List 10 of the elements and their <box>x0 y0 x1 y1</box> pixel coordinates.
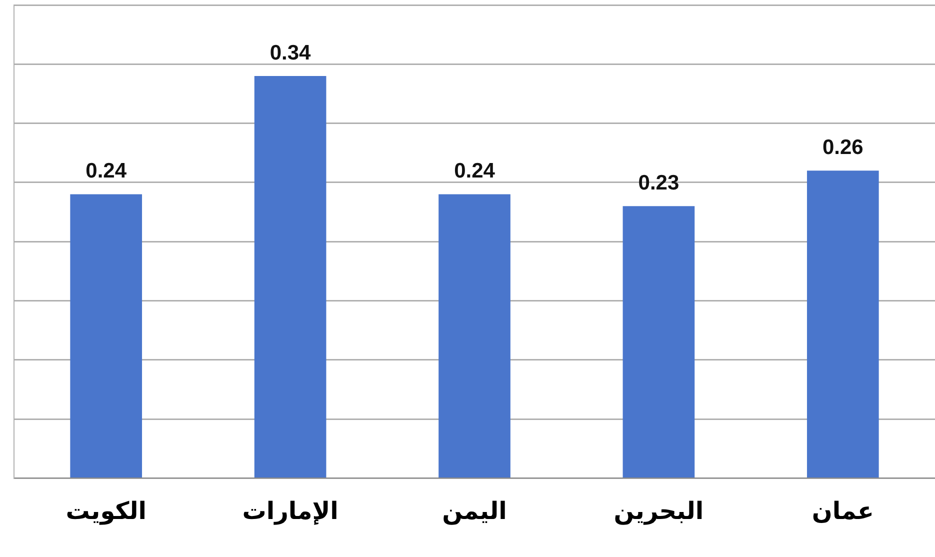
x-tick-label: اليمن <box>442 496 507 525</box>
x-tick-label: الكويت <box>66 496 146 525</box>
data-label: 0.26 <box>822 136 864 159</box>
x-tick-label: الإمارات <box>242 496 338 525</box>
x-tick-label: البحرين <box>614 496 704 525</box>
data-label: 0.34 <box>270 41 312 64</box>
data-label: 0.23 <box>638 171 680 194</box>
x-tick-label: عمان <box>812 496 874 525</box>
data-label: 0.24 <box>86 160 127 183</box>
data-label: 0.24 <box>454 160 496 183</box>
